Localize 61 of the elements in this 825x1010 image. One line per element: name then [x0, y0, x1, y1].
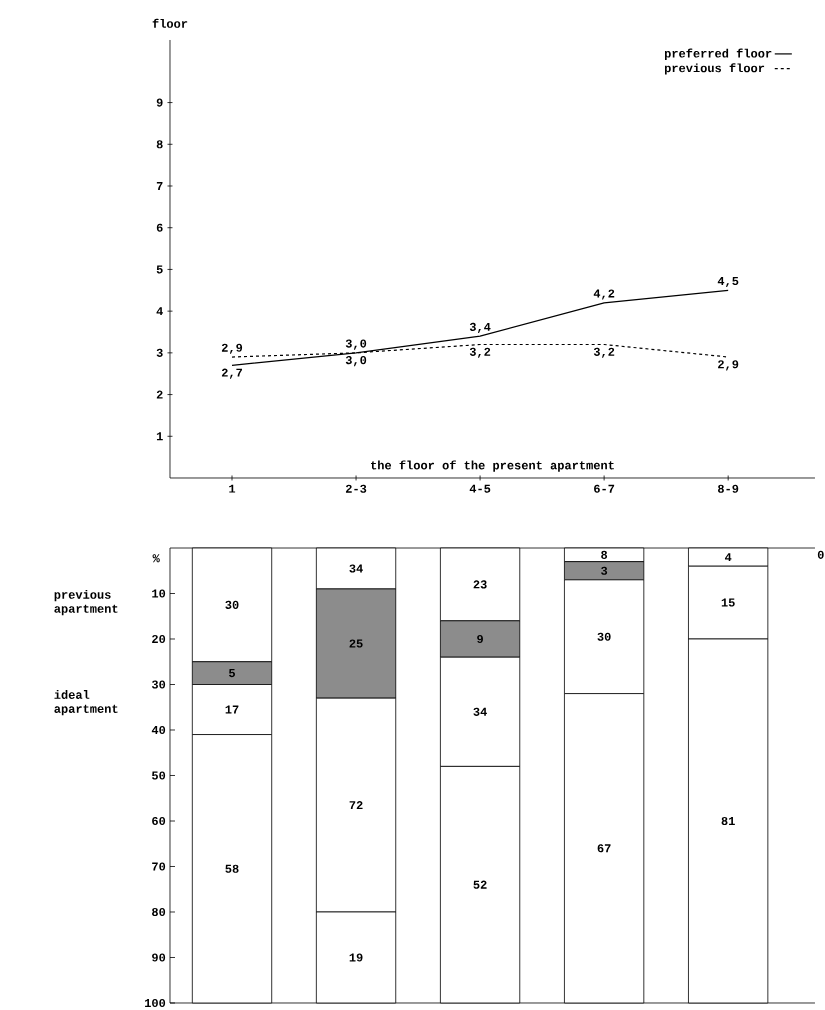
y-tick-label: 4: [156, 307, 163, 316]
y-tick-label: 80: [152, 907, 166, 917]
x-tick-label: 1: [229, 484, 236, 493]
y-tick-label: 30: [151, 680, 166, 689]
x-tick-label: 6-7: [594, 484, 615, 493]
data-label: 2,9: [718, 360, 739, 371]
annotation: 72: [349, 801, 363, 810]
y-tick-label: 10: [152, 589, 166, 598]
y-tick-label: 20: [152, 634, 166, 644]
annotation: 15: [721, 598, 735, 607]
y-tick-label: 90: [152, 953, 166, 962]
annotation: 30: [597, 632, 611, 641]
annotation: 34: [349, 564, 363, 573]
annotation: 34: [473, 707, 487, 716]
x-tick-label: 8-9: [718, 484, 739, 493]
annotation: 81: [721, 816, 735, 826]
y-tick-label: 1: [156, 432, 163, 441]
annotation: 25: [349, 639, 363, 648]
annotation: 17: [225, 705, 239, 714]
y-axis-title: floor: [152, 18, 188, 28]
annotation: 4: [724, 553, 732, 562]
y-tick-label: 2: [156, 390, 163, 399]
annotation: 67: [597, 844, 611, 853]
y-tick-label: 7: [156, 182, 163, 190]
y-tick-label: 100: [145, 998, 166, 1008]
annotation: 23: [473, 580, 487, 589]
y-tick-label: 9: [156, 98, 163, 107]
annotation: 3: [601, 566, 608, 575]
y-tick-label: 6: [156, 223, 163, 232]
x-tick-label: 4-5: [469, 484, 491, 493]
data-label: 3,2: [593, 347, 615, 358]
data-label: 2,7: [221, 368, 243, 379]
x-tick-label: 2-3: [345, 484, 367, 493]
text: 0: [817, 550, 824, 559]
y-tick-label: 8: [156, 140, 163, 149]
legend-label: preferred floor: [664, 48, 772, 60]
data-label: 4,2: [593, 289, 615, 300]
annotation: 9: [477, 634, 483, 644]
annotation: 58: [225, 864, 239, 873]
annotation: 8: [601, 550, 608, 559]
legend-label: previous floor: [664, 63, 765, 75]
data-label: 3,4: [469, 322, 491, 333]
y-tick-label: 5: [156, 265, 163, 274]
annotation: 30: [225, 600, 239, 609]
annotation: 52: [473, 880, 487, 889]
y-tick-label: 3: [156, 348, 163, 357]
data-label: 3,0: [345, 339, 367, 350]
data-label: 4,5: [717, 277, 739, 288]
text: previous apartment: [54, 590, 118, 616]
x-axis-title: the floor of the present apartment: [371, 460, 614, 472]
data-label: 3,2: [469, 347, 491, 358]
annotation: 19: [349, 953, 363, 962]
data-label: 3,0: [345, 356, 367, 367]
text: ideal apartment: [54, 690, 118, 716]
annotation: 5: [229, 669, 235, 678]
data-label: 2,9: [221, 343, 243, 354]
y-tick-label: 70: [152, 862, 166, 871]
y-tick-label: 40: [151, 725, 166, 735]
y-tick-label: 50: [152, 771, 166, 780]
y-tick-label: 60: [152, 816, 166, 826]
y-axis-title: %: [152, 554, 160, 563]
